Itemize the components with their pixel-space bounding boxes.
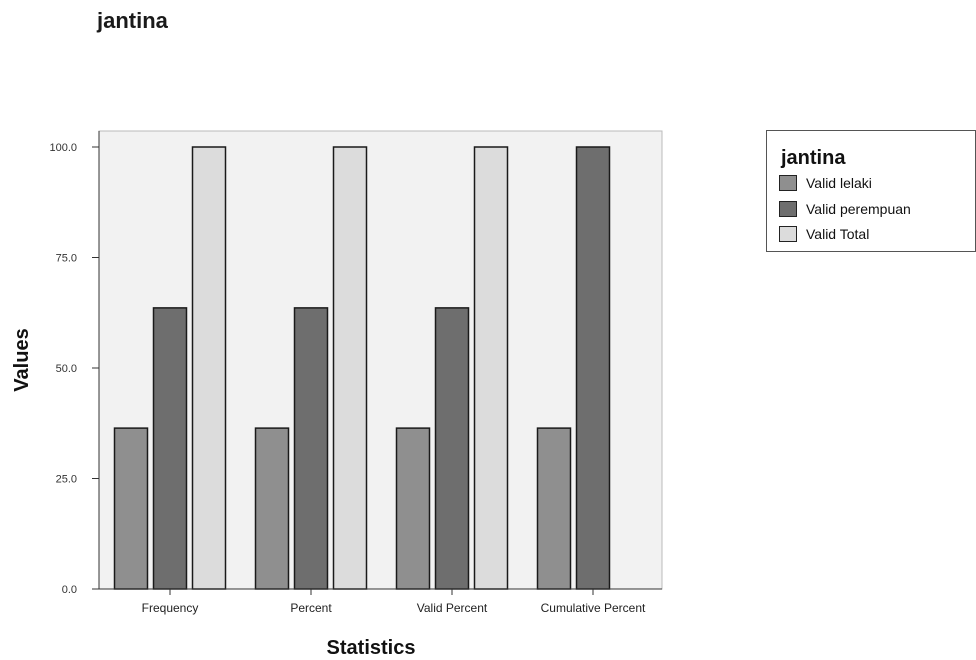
y-ticks-group: 0.0 25.0 50.0 75.0 100.0: [49, 142, 99, 596]
bar-valid-perempuan: [434, 307, 470, 590]
bar-valid-lelaki: [113, 427, 149, 590]
bar-valid-perempuan: [575, 146, 611, 590]
y-axis-label: Values: [11, 328, 33, 391]
legend-label: Valid perempuan: [806, 201, 911, 217]
y-tick-label: 25.0: [56, 474, 77, 486]
legend-swatch-valid-lelaki: [779, 175, 797, 191]
legend-swatch-valid-total: [779, 226, 797, 242]
bar-valid-perempuan: [152, 307, 188, 590]
bar-valid-perempuan: [293, 307, 329, 590]
legend-title: jantina: [781, 147, 846, 169]
bar-valid-total: [473, 146, 509, 590]
legend-label: Valid Total: [806, 226, 870, 242]
legend-item-valid-lelaki: Valid lelaki: [779, 175, 872, 191]
x-tick-label: Cumulative Percent: [541, 601, 646, 615]
legend-swatch-valid-perempuan: [779, 201, 797, 217]
bars-group: [113, 146, 611, 590]
page-title: jantina: [97, 8, 168, 33]
y-tick-label: 0.0: [62, 584, 77, 596]
bar-valid-lelaki: [395, 427, 431, 590]
x-axis-label: Statistics: [327, 637, 416, 659]
bar-valid-lelaki: [254, 427, 290, 590]
x-ticks-group: Frequency Percent Valid Percent Cumulative …: [142, 589, 646, 615]
bar-valid-total: [191, 146, 227, 590]
bar-valid-lelaki: [536, 427, 572, 590]
y-tick-label: 100.0: [49, 142, 77, 154]
legend: jantina Valid lelaki Valid perempuan Val…: [766, 130, 976, 252]
y-tick-label: 50.0: [56, 363, 77, 375]
legend-item-valid-total: Valid Total: [779, 226, 869, 242]
bar-valid-total: [332, 146, 368, 590]
legend-label: Valid lelaki: [806, 175, 872, 191]
legend-item-valid-perempuan: Valid perempuan: [779, 201, 911, 217]
x-tick-label: Frequency: [142, 601, 199, 615]
x-tick-label: Valid Percent: [417, 601, 488, 615]
x-tick-label: Percent: [290, 601, 332, 615]
y-tick-label: 75.0: [56, 253, 77, 265]
